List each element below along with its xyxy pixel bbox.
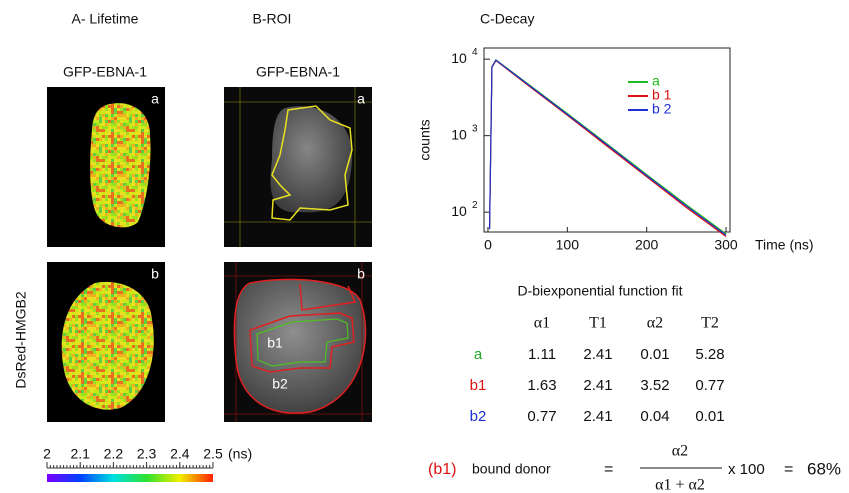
cell: 2.41 — [583, 346, 612, 363]
roi-outline — [256, 318, 349, 367]
y-tick-label: 10 — [451, 203, 467, 219]
x-tick-label: 0 — [484, 237, 492, 253]
roi-outline — [271, 105, 353, 221]
cell: 0.04 — [640, 408, 669, 425]
y-axis-label: counts — [417, 119, 433, 160]
formula-text: bound donor — [472, 461, 551, 477]
formula-equals: = — [784, 461, 793, 478]
plot-frame — [483, 47, 731, 233]
image-label: a — [357, 91, 365, 107]
y-tick-exponent: 3 — [472, 123, 478, 134]
row-label: DsRed-HMGB2 — [13, 291, 29, 388]
cell: 1.63 — [527, 377, 556, 394]
colorbar-tick-label: 2 — [43, 446, 51, 462]
panel-title: B-ROI — [253, 11, 292, 27]
colorbar-tick-label: 2.4 — [170, 446, 190, 462]
row-label: a — [474, 346, 483, 363]
denominator: α1 + α2 — [655, 477, 705, 493]
x-tick-label: 300 — [714, 237, 738, 253]
colorbar — [47, 474, 213, 482]
numerator: α2 — [672, 443, 688, 460]
panel-header: GFP-EBNA-1 — [63, 64, 147, 80]
colorbar-tick-label: 2.2 — [104, 446, 124, 462]
column-header: T2 — [701, 315, 719, 332]
formula-equals: = — [604, 461, 613, 478]
region-label: b2 — [272, 376, 288, 392]
cell — [270, 106, 353, 213]
colorbar-tick-label: 2.5 — [203, 446, 223, 462]
legend-label: a — [652, 73, 660, 89]
chart-title: C-Decay — [480, 11, 534, 27]
x-tick-label: 100 — [556, 237, 580, 253]
cell: 2.41 — [583, 377, 612, 394]
cell: 3.52 — [640, 377, 669, 394]
row-label: b2 — [470, 408, 487, 425]
cell: 0.77 — [527, 408, 556, 425]
y-tick-label: 10 — [451, 50, 467, 66]
roi-grid — [224, 87, 372, 247]
cell: 0.01 — [640, 346, 669, 363]
cell: 2.41 — [583, 408, 612, 425]
cell: 1.11 — [528, 346, 556, 363]
region-label: b1 — [267, 335, 283, 351]
series-line — [488, 59, 727, 236]
result: 68% — [807, 459, 841, 478]
lifetime-blob — [61, 281, 154, 410]
legend-label: b 1 — [652, 87, 672, 103]
column-header: α1 — [534, 315, 550, 332]
formula-label: (b1) — [428, 461, 456, 478]
roi-grid — [224, 262, 372, 422]
roi-outline — [233, 278, 367, 414]
multiplier: x 100 — [728, 461, 765, 478]
colorbar-tick-label: 2.3 — [137, 446, 157, 462]
cell: 5.28 — [695, 346, 724, 363]
y-tick-label: 10 — [451, 126, 467, 142]
roi-outline — [249, 312, 355, 373]
legend-label: b 2 — [652, 101, 672, 117]
cell: 0.77 — [695, 377, 724, 394]
panel-title: A- Lifetime — [72, 11, 139, 27]
x-tick-label: 200 — [635, 237, 659, 253]
colorbar-tick-label: 2.1 — [70, 446, 90, 462]
y-tick-exponent: 4 — [472, 47, 478, 58]
series-line — [488, 59, 727, 238]
cell: 0.01 — [695, 408, 724, 425]
panel-header: GFP-EBNA-1 — [256, 64, 340, 80]
y-tick-exponent: 2 — [472, 200, 478, 211]
row-label: b1 — [470, 377, 487, 394]
image-label: a — [151, 91, 159, 107]
lifetime-blob — [90, 103, 151, 228]
image-label: b — [357, 266, 365, 282]
column-header: α2 — [647, 315, 663, 332]
image-label: b — [151, 266, 159, 282]
x-axis-label: Time (ns) — [755, 237, 814, 253]
table-title: D-biexponential function fit — [518, 283, 683, 299]
column-header: T1 — [589, 315, 607, 332]
colorbar-unit: (ns) — [228, 446, 252, 462]
